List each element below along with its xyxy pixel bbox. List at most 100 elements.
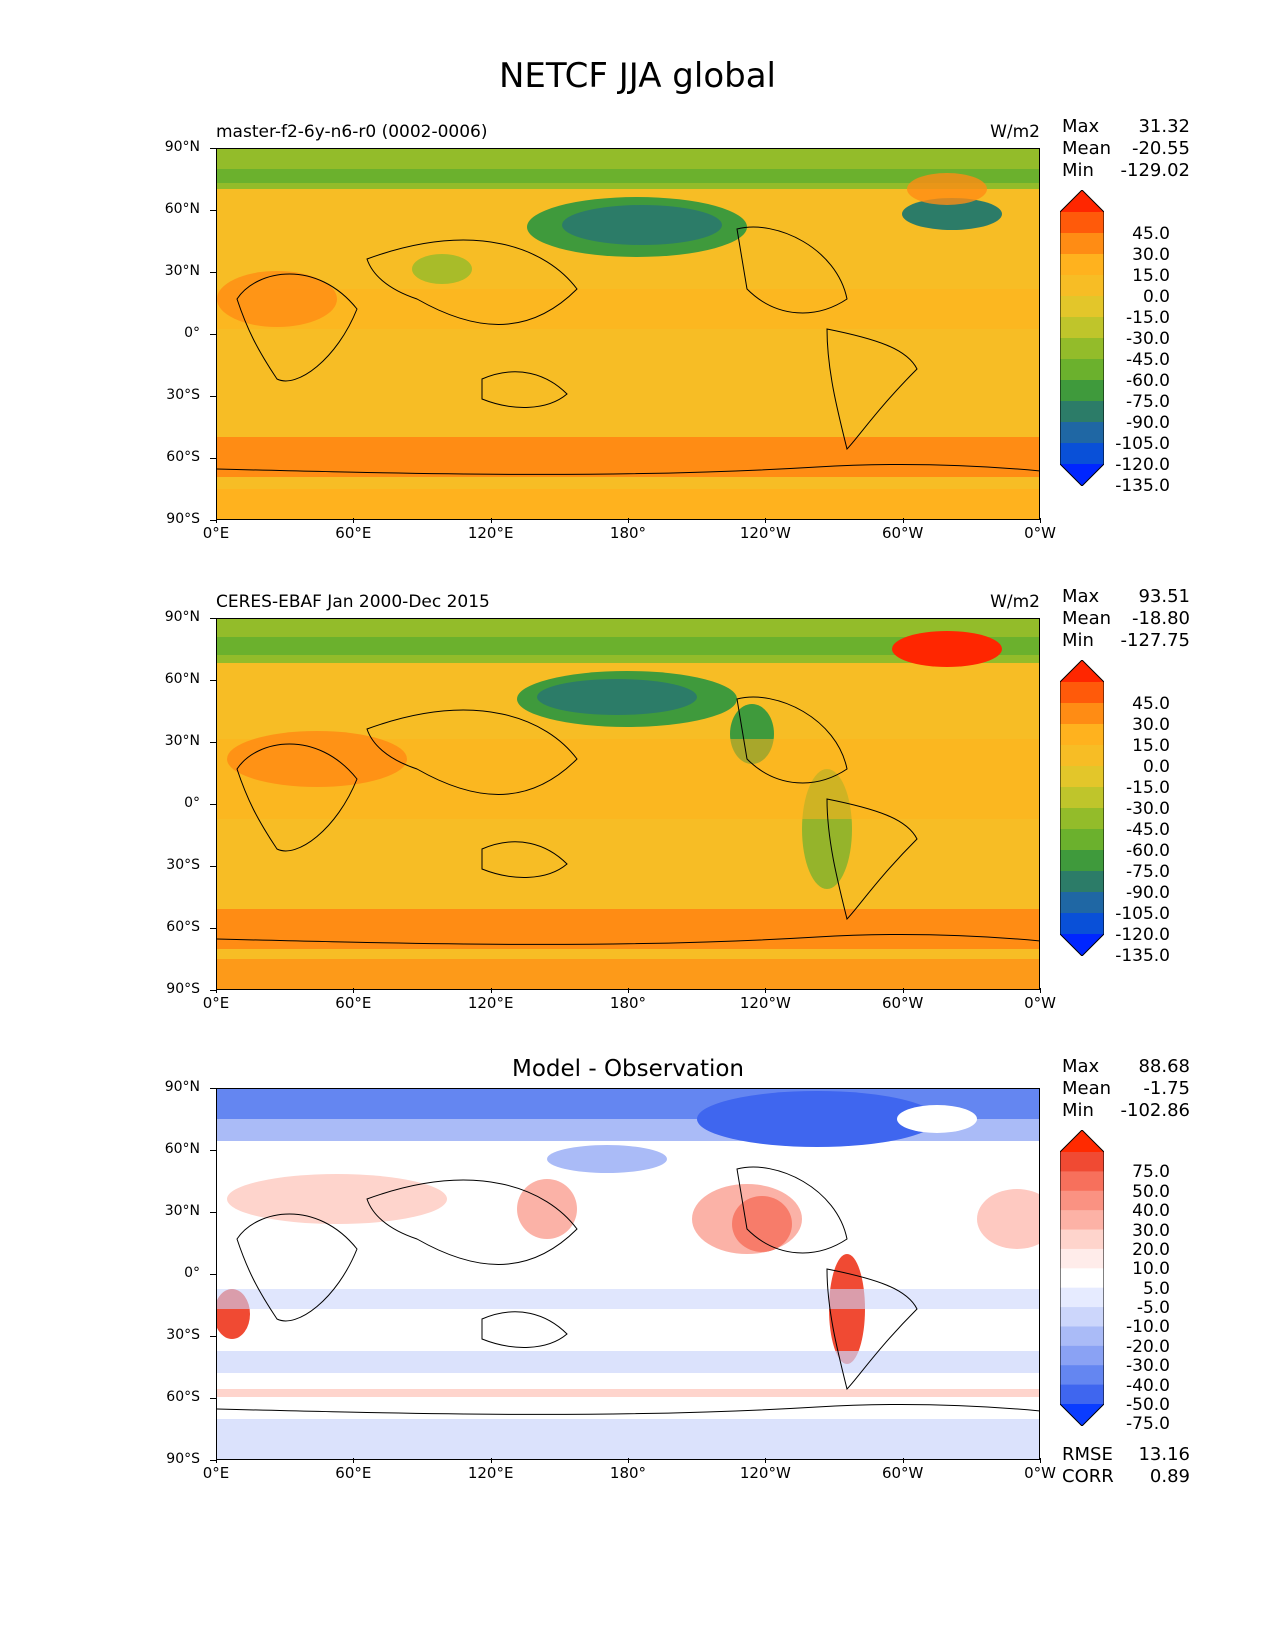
x-tick-label: 180° [593, 518, 663, 542]
x-tick-label: 0°E [181, 988, 251, 1012]
y-tick-label: 90°S [150, 511, 216, 527]
colorbar-label: 45.0 [1132, 694, 1170, 714]
colorbar-segment [1060, 787, 1104, 809]
x-tick-label: 60°E [318, 1458, 388, 1482]
min-value: -102.86 [1120, 1100, 1190, 1121]
colorbar-label: -60.0 [1126, 841, 1170, 861]
x-tick-label: 0°W [1005, 1458, 1075, 1482]
stats-block: Max 31.32 Mean -20.55 Min -129.02 [1062, 116, 1190, 182]
panel-title: Model - Observation [511, 1056, 745, 1082]
colorbar-label: 30.0 [1132, 715, 1170, 735]
x-tick-label: 60°E [318, 988, 388, 1012]
colorbar-segment [1060, 1287, 1104, 1308]
colorbar-segment [1060, 422, 1104, 444]
colorbar-segment [1060, 703, 1104, 725]
y-tick-label: 30°N [150, 1203, 216, 1219]
x-tick-label: 0°W [1005, 518, 1075, 542]
y-tick-label: 60°S [150, 919, 216, 935]
y-tick-label: 90°S [150, 1451, 216, 1467]
colorbar-label: 50.0 [1132, 1181, 1170, 1202]
colorbar [1059, 189, 1105, 487]
colorbar [1059, 659, 1105, 957]
min-label: Min [1062, 160, 1094, 181]
colorbar-label: 0.0 [1142, 757, 1170, 777]
colorbar-segment [1060, 913, 1104, 935]
map-svg [217, 619, 1039, 989]
colorbar-label: -50.0 [1126, 1395, 1170, 1415]
x-tick-label: 0°W [1005, 988, 1075, 1012]
colorbar-label: -90.0 [1126, 413, 1170, 433]
map-field [216, 148, 1040, 520]
x-tick-label: 60°W [868, 1458, 938, 1482]
colorbar-segment [1060, 829, 1104, 851]
colorbar-label: -75.0 [1126, 1414, 1170, 1435]
y-tick-label: 60°N [150, 1141, 216, 1157]
mean-value: -18.80 [1131, 608, 1190, 629]
x-tick-label: 120°W [730, 988, 800, 1012]
colorbar-segment [1060, 254, 1104, 276]
colorbar-label: -105.0 [1115, 434, 1170, 454]
map-svg [217, 149, 1039, 519]
colorbar-svg [1059, 659, 1105, 957]
colorbar-segment [1060, 660, 1104, 682]
colorbar-segment [1060, 212, 1104, 234]
colorbar-label: -5.0 [1136, 1298, 1170, 1319]
units-label: W/m2 [990, 592, 1040, 612]
colorbar-segment [1060, 1268, 1104, 1289]
colorbar-label: -60.0 [1126, 371, 1170, 391]
colorbar-label: 30.0 [1132, 245, 1170, 265]
colorbar-segment [1060, 380, 1104, 402]
metrics-block: RMSE 13.16 CORR 0.89 [1062, 1444, 1190, 1488]
colorbar-segment [1060, 1229, 1104, 1250]
panel-title: CERES-EBAF Jan 2000-Dec 2015 [216, 592, 490, 612]
colorbar-svg [1059, 1129, 1105, 1427]
colorbar-segment [1060, 1365, 1104, 1386]
x-tick-label: 60°W [868, 988, 938, 1012]
y-tick-label: 30°S [150, 1327, 216, 1343]
colorbar-label: -135.0 [1115, 946, 1170, 966]
panel-observation: CERES-EBAF Jan 2000-Dec 2015 W/m2 Max 93.… [0, 586, 1275, 1058]
colorbar-segment [1060, 934, 1104, 956]
colorbar-label: -40.0 [1126, 1375, 1170, 1396]
colorbar-label: 15.0 [1132, 736, 1170, 756]
colorbar-segment [1060, 1152, 1104, 1172]
colorbar-segment [1060, 1307, 1104, 1327]
colorbar-segment [1060, 317, 1104, 339]
y-tick-label: 30°N [150, 733, 216, 749]
mean-label: Mean [1062, 1078, 1112, 1099]
colorbar-segment [1060, 1210, 1104, 1231]
colorbar-segment [1060, 682, 1104, 704]
colorbar-labels: 45.0 30.0 15.0 0.0 -15.0 -30.0 -45.0 -60.0 -75.0… [1104, 190, 1170, 496]
figure-title: NETCF JJA global [498, 56, 776, 96]
colorbar-segment [1060, 359, 1104, 381]
colorbar-label: -10.0 [1126, 1317, 1170, 1338]
x-tick-label: 0°E [181, 518, 251, 542]
map-field [216, 1088, 1040, 1460]
colorbar-segment [1060, 338, 1104, 360]
colorbar-segment [1060, 724, 1104, 746]
y-tick-label: 30°S [150, 387, 216, 403]
min-value: -127.75 [1120, 630, 1190, 651]
colorbar-label: -105.0 [1115, 904, 1170, 924]
max-value: 93.51 [1138, 586, 1190, 607]
colorbar-label: -45.0 [1126, 820, 1170, 840]
colorbar-segment [1060, 401, 1104, 423]
panel-difference: Model - Observation Max 88.68 Mean -1.75 M… [0, 1056, 1275, 1528]
min-value: -129.02 [1120, 160, 1190, 181]
max-label: Max [1062, 116, 1100, 137]
colorbar-label: -90.0 [1126, 883, 1170, 903]
colorbar-segment [1060, 1326, 1104, 1347]
x-tick-label: 60°W [868, 518, 938, 542]
colorbar-segment [1060, 275, 1104, 297]
corr-value: 0.89 [1149, 1466, 1190, 1487]
max-label: Max [1062, 1056, 1100, 1077]
rmse-value: 13.16 [1138, 1444, 1190, 1465]
colorbar-segment [1060, 464, 1104, 486]
max-label: Max [1062, 586, 1100, 607]
colorbar-segment [1060, 766, 1104, 788]
colorbar [1059, 1129, 1105, 1427]
max-value: 88.68 [1138, 1056, 1190, 1077]
colorbar-segment [1060, 808, 1104, 830]
mean-value: -20.55 [1131, 138, 1190, 159]
x-tick-label: 180° [593, 1458, 663, 1482]
